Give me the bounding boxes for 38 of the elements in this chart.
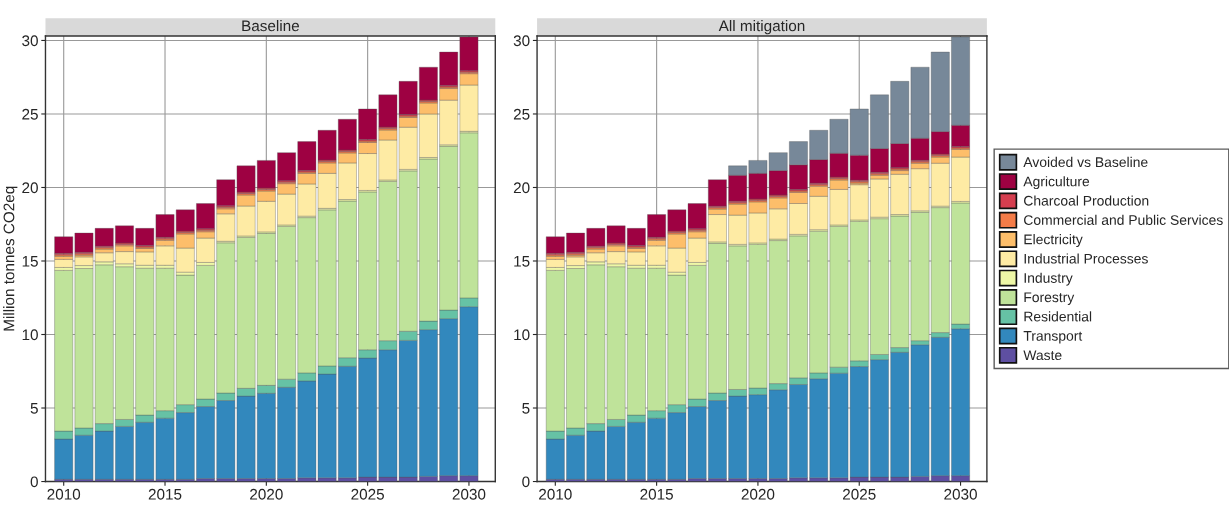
y-tick-label: 15 xyxy=(22,256,38,267)
x-tick-label: 2010 xyxy=(47,488,81,500)
y-tick-label: 10 xyxy=(514,329,530,341)
y-tick-label: 0 xyxy=(30,476,38,488)
x-tick-label: 2020 xyxy=(250,488,283,500)
chart-title: Baseline xyxy=(242,20,299,32)
y-tick-label: 0 xyxy=(522,476,530,488)
legend-label: Commercial and Public Services xyxy=(1024,214,1223,225)
x-tick-label: 2030 xyxy=(452,488,486,500)
legend-label: Charcoal Production xyxy=(1024,195,1149,206)
legend-label: Transport xyxy=(1023,331,1083,344)
x-tick-label: 2015 xyxy=(148,488,182,500)
legend-label: Waste xyxy=(1023,350,1062,361)
x-tick-label: 2020 xyxy=(741,488,775,500)
y-tick-label: 25 xyxy=(22,108,38,120)
legend-label: Agriculture xyxy=(1023,176,1090,190)
legend-label: Industrial Processes xyxy=(1024,253,1148,264)
x-tick-label: 2025 xyxy=(351,488,384,500)
y-axis-title: Million tonnes CO2eq xyxy=(3,186,18,331)
legend-label: Forestry xyxy=(1024,292,1075,305)
legend-label: Avoided vs Baseline xyxy=(1023,156,1148,168)
x-tick-label: 2030 xyxy=(944,488,977,500)
y-tick-label: 30 xyxy=(513,35,530,47)
x-tick-label: 2010 xyxy=(539,488,572,500)
y-tick-label: 5 xyxy=(522,403,530,414)
legend-label: Residential xyxy=(1024,311,1092,322)
chart-title: All mitigation xyxy=(718,20,805,35)
x-tick-label: 2015 xyxy=(640,488,673,500)
y-tick-label: 25 xyxy=(513,108,530,120)
y-tick-label: 5 xyxy=(30,403,38,414)
x-tick-label: 2025 xyxy=(843,488,876,500)
y-tick-label: 30 xyxy=(22,35,38,47)
y-tick-label: 20 xyxy=(513,182,530,194)
y-tick-label: 20 xyxy=(22,182,38,194)
legend-label: Electricity xyxy=(1024,234,1083,248)
y-tick-label: 15 xyxy=(514,256,530,267)
y-tick-label: 10 xyxy=(22,329,38,341)
legend-label: Industry xyxy=(1024,272,1073,286)
